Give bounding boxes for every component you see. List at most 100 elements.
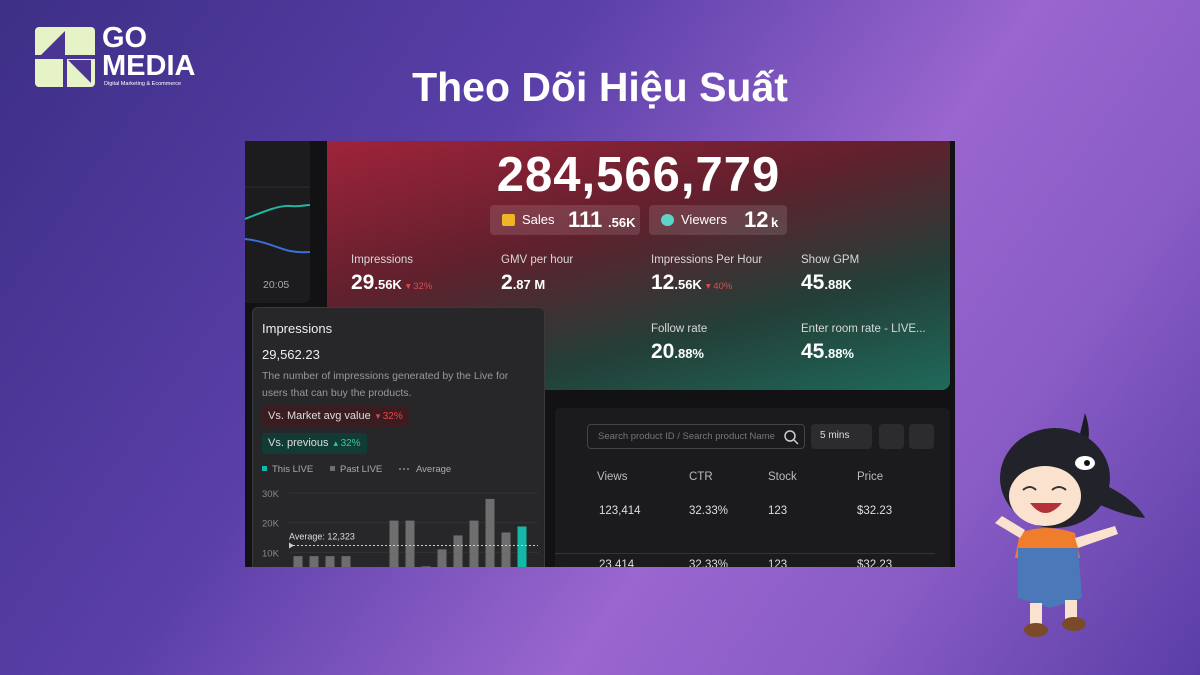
column-header[interactable]: CTR: [689, 471, 713, 483]
change-value: 40%: [713, 281, 733, 292]
legend-swatch: [262, 466, 267, 471]
metric-value: 29.56K ▾ 32%: [351, 271, 432, 295]
metric-number: 45: [801, 340, 825, 363]
interval-select[interactable]: 5 mins: [811, 424, 872, 449]
time-label: 20:05: [263, 279, 290, 291]
tooltip-title: Impressions: [262, 321, 333, 336]
edit-button[interactable]: [879, 424, 904, 449]
metric-change: ▾ 40%: [706, 281, 732, 292]
average-marker: [289, 542, 294, 549]
bar: [405, 520, 415, 567]
logo-text: MEDIA: [102, 50, 196, 82]
metric-unit: .88%: [674, 346, 704, 361]
metric-number: 2: [501, 271, 513, 294]
bar: [421, 566, 431, 567]
table-cell: $32.23: [857, 559, 893, 567]
legend-label: Past LIVE: [340, 464, 382, 475]
metric-value: 2.87 M: [501, 271, 545, 295]
table-cell: 123: [768, 559, 788, 567]
bar: [485, 498, 495, 567]
metric-value: 12.56K ▾ 40%: [651, 271, 732, 295]
trend-lines: [245, 186, 310, 254]
bar: [437, 549, 447, 567]
metric-unit: .88%: [824, 346, 854, 361]
metric-label: Enter room rate - LIVE...: [801, 323, 926, 335]
metric-value: 45.88K: [801, 271, 852, 295]
bar: [325, 556, 335, 567]
metric-label: Impressions: [351, 254, 413, 266]
metric-unit: .87 M: [512, 277, 546, 292]
y-tick-label: 20K: [262, 519, 280, 530]
comparison-chip: Vs. Market avg value ▾ 32%: [262, 406, 409, 427]
metric-number: 20: [651, 340, 675, 363]
logo-tagline: Digital Marketing & Ecommerce: [104, 81, 182, 87]
table-cell: $32.23: [857, 505, 893, 517]
bar: [501, 532, 511, 567]
tooltip: Impressions 29,562.23 The number of impr…: [252, 307, 545, 567]
bar: [469, 520, 479, 567]
y-tick-label: 10K: [262, 548, 280, 559]
column-header[interactable]: Price: [857, 471, 884, 483]
metric-number: 45: [801, 271, 825, 294]
metric-number: 29: [351, 271, 375, 294]
search-box[interactable]: Search product ID / Search product Name: [587, 424, 805, 449]
table-cell: 23,414: [599, 559, 635, 567]
comparison-label: Vs. previous: [268, 437, 329, 449]
product-table: Search product ID / Search product Name …: [555, 408, 950, 567]
slide-title: Theo Dõi Hiệu Suất: [412, 64, 788, 110]
mascot: [995, 413, 1145, 637]
bar: [309, 556, 319, 567]
legend-label: This LIVE: [272, 464, 313, 475]
dashboard-screenshot: 20:05 284,566,779 Sales 111.56K Viewers 12 k…: [245, 141, 955, 567]
badge-unit: k: [771, 215, 779, 230]
badge-icon: [502, 214, 515, 226]
logo-text: GO: [102, 22, 148, 54]
download-button[interactable]: [909, 424, 934, 449]
trend-panel: 20:05: [245, 141, 310, 303]
search-icon: [784, 430, 799, 445]
bar: [341, 556, 351, 567]
badge-label: Viewers: [681, 212, 728, 227]
badge: Sales 111 .56K: [490, 205, 640, 235]
table-cell: 32.33%: [689, 559, 729, 567]
mini-chart: This LIVE Past LIVE Average 30K 20K 10K Averag…: [262, 464, 538, 567]
bar: [517, 526, 527, 567]
metric-number: 12: [651, 271, 675, 294]
metric-change: ▾ 32%: [406, 281, 432, 292]
comparison-label: Vs. Market avg value: [268, 410, 371, 422]
badge: Viewers 12 k: [649, 205, 787, 235]
metric-label: Impressions Per Hour: [651, 254, 763, 266]
metric-unit: .88K: [824, 277, 852, 292]
change-value: 32%: [413, 281, 433, 292]
gmv-value: 284,566,779: [496, 148, 781, 202]
comparison-change: 32%: [382, 411, 403, 422]
table-cell: 123,414: [599, 505, 641, 517]
badge-unit: .56K: [608, 215, 636, 230]
bar: [293, 556, 303, 567]
bar: [389, 520, 399, 567]
logo-icon: [35, 27, 95, 87]
metric-value: 45.88%: [801, 340, 854, 364]
badge-value: 12: [744, 207, 769, 232]
y-tick-label: 30K: [262, 489, 280, 500]
badge-icon: [661, 214, 674, 226]
table-cell: 123: [768, 505, 788, 517]
average-label: Average: 12,323: [289, 531, 355, 541]
column-header[interactable]: Views: [597, 471, 628, 483]
table-cell: 32.33%: [689, 505, 729, 517]
direction-arrow: ▴: [333, 438, 341, 448]
tooltip-value: 29,562.23: [262, 347, 320, 362]
down-arrow: ▾: [705, 281, 714, 292]
metric-unit: .56K: [674, 277, 702, 292]
metric-label: GMV per hour: [501, 254, 574, 266]
badge-value: 111: [568, 207, 603, 232]
down-arrow: ▾: [405, 281, 414, 292]
metric-label: Follow rate: [651, 323, 708, 335]
comparison-change: 32%: [340, 438, 361, 449]
bar: [453, 535, 463, 567]
legend-label: Average: [416, 464, 451, 475]
comparison-chip: Vs. previous ▴ 32%: [262, 433, 367, 454]
tooltip-description: The number of impressions generated by t…: [262, 370, 509, 399]
column-header[interactable]: Stock: [768, 471, 797, 483]
